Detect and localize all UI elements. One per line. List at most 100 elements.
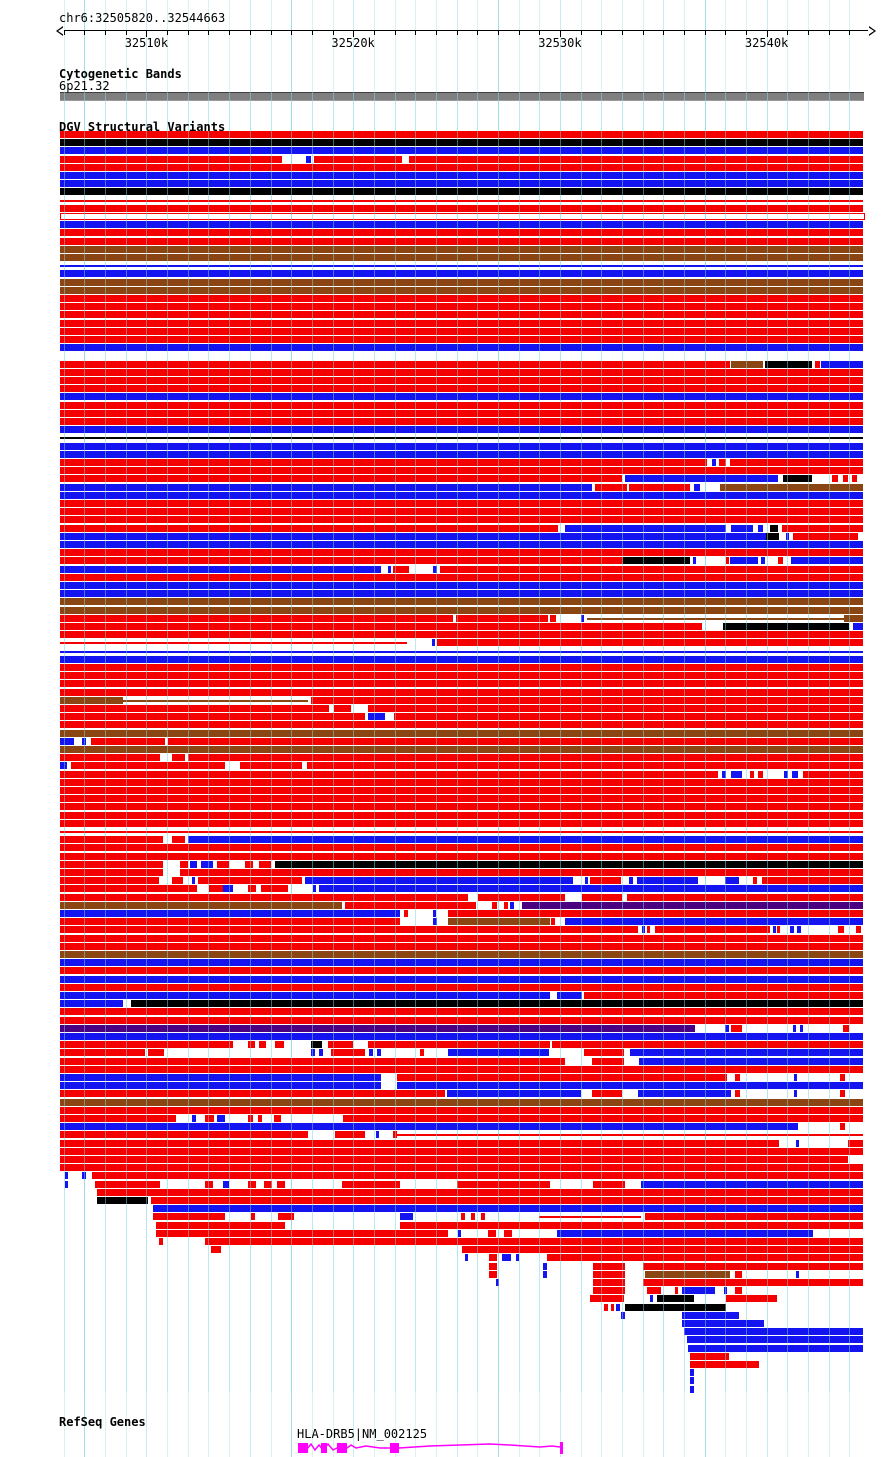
variant-row[interactable]: [60, 680, 863, 688]
variant-row[interactable]: [60, 1057, 863, 1065]
variant-row[interactable]: [60, 524, 863, 532]
variant-row[interactable]: [60, 869, 863, 876]
variant-row[interactable]: [60, 1352, 863, 1360]
variant-row[interactable]: [60, 237, 863, 245]
variant-row[interactable]: [60, 729, 863, 737]
variant-row[interactable]: [60, 1164, 863, 1172]
variant-row[interactable]: [60, 409, 863, 417]
variant-row[interactable]: [60, 221, 863, 229]
variant-row[interactable]: [60, 1361, 863, 1368]
variant-row[interactable]: [60, 319, 863, 327]
variant-row[interactable]: [60, 1246, 863, 1254]
variant-row[interactable]: [60, 557, 863, 565]
variant-row[interactable]: [60, 1041, 863, 1049]
variant-row[interactable]: [60, 631, 863, 639]
variant-row[interactable]: [60, 532, 863, 540]
variant-row[interactable]: [60, 1254, 863, 1262]
variant-row[interactable]: [60, 434, 863, 441]
variant-row[interactable]: [60, 688, 863, 696]
variant-row[interactable]: [60, 795, 863, 803]
variant-row[interactable]: [60, 1270, 863, 1278]
variant-row[interactable]: [60, 606, 863, 614]
variant-row[interactable]: [60, 1098, 863, 1106]
variant-row[interactable]: [60, 1311, 863, 1319]
variant-row[interactable]: [60, 959, 863, 967]
variant-row[interactable]: [60, 541, 863, 548]
variant-row[interactable]: [60, 401, 863, 409]
variant-row[interactable]: [60, 852, 863, 860]
variant-row[interactable]: [60, 910, 863, 917]
variant-row[interactable]: [60, 1262, 863, 1270]
variant-row[interactable]: [60, 188, 863, 196]
variant-row[interactable]: [60, 844, 863, 852]
variant-row[interactable]: [60, 992, 863, 999]
variant-row[interactable]: [60, 368, 863, 376]
variant-row[interactable]: [60, 491, 863, 499]
cytoband-bar[interactable]: [60, 92, 864, 101]
variant-row[interactable]: [60, 1049, 863, 1057]
variant-row[interactable]: [60, 163, 863, 171]
gene-glyph[interactable]: [0, 1438, 890, 1457]
variant-row[interactable]: [60, 204, 863, 212]
variant-row[interactable]: [60, 836, 863, 844]
variant-row[interactable]: [60, 565, 863, 573]
variant-row[interactable]: [60, 787, 863, 794]
variant-row[interactable]: [60, 803, 863, 811]
variant-row[interactable]: [60, 393, 863, 401]
variant-row[interactable]: [60, 254, 863, 261]
variant-row[interactable]: [60, 942, 863, 950]
variant-row[interactable]: [60, 770, 863, 778]
variant-row[interactable]: [60, 229, 863, 237]
variant-row[interactable]: [60, 295, 863, 302]
variant-row[interactable]: [60, 754, 863, 762]
variant-row[interactable]: [60, 860, 863, 868]
variant-row[interactable]: [60, 893, 863, 901]
variant-row[interactable]: [60, 131, 863, 138]
variant-row[interactable]: [60, 778, 863, 786]
variant-row[interactable]: [60, 270, 863, 278]
variant-row[interactable]: [60, 1229, 863, 1237]
variant-row[interactable]: [60, 811, 863, 819]
variant-row[interactable]: [60, 245, 863, 253]
variant-row[interactable]: [60, 1139, 863, 1147]
variant-row[interactable]: [60, 139, 863, 147]
variant-row[interactable]: [60, 1377, 863, 1385]
variant-row[interactable]: [60, 762, 863, 770]
variant-row[interactable]: [60, 483, 863, 491]
variant-row[interactable]: [60, 672, 863, 680]
variant-row[interactable]: [60, 360, 863, 368]
variant-row[interactable]: [60, 573, 863, 581]
variant-row[interactable]: [60, 147, 863, 155]
variant-row[interactable]: [60, 877, 863, 885]
variant-row[interactable]: [60, 614, 863, 622]
variant-row[interactable]: [60, 155, 863, 163]
variant-row[interactable]: [60, 1238, 863, 1245]
variant-row[interactable]: [60, 467, 863, 475]
variant-row[interactable]: [60, 983, 863, 991]
variant-row[interactable]: [60, 1008, 863, 1016]
variant-row[interactable]: [60, 737, 863, 745]
variant-row[interactable]: [60, 1131, 863, 1139]
variant-row[interactable]: [60, 951, 863, 958]
variant-row[interactable]: [60, 344, 863, 352]
variant-row[interactable]: [60, 1385, 863, 1393]
variant-row[interactable]: [60, 1295, 863, 1303]
variant-row[interactable]: [60, 655, 863, 663]
variant-row[interactable]: [60, 377, 863, 384]
variant-row[interactable]: [60, 828, 863, 835]
variant-row[interactable]: [60, 385, 863, 393]
variant-row[interactable]: [60, 1336, 863, 1344]
variant-row[interactable]: [60, 918, 863, 926]
variant-row[interactable]: [60, 590, 863, 598]
variant-row[interactable]: [60, 516, 863, 524]
variant-row[interactable]: [60, 475, 863, 483]
variant-row[interactable]: [60, 450, 863, 458]
variant-row[interactable]: [60, 262, 863, 269]
variant-row[interactable]: [60, 623, 863, 630]
variant-row[interactable]: [60, 418, 863, 425]
variant-row[interactable]: [60, 1221, 863, 1229]
variant-row[interactable]: [60, 885, 863, 893]
variant-row[interactable]: [60, 549, 863, 557]
variant-row[interactable]: [60, 934, 863, 942]
variant-row[interactable]: [60, 819, 863, 827]
